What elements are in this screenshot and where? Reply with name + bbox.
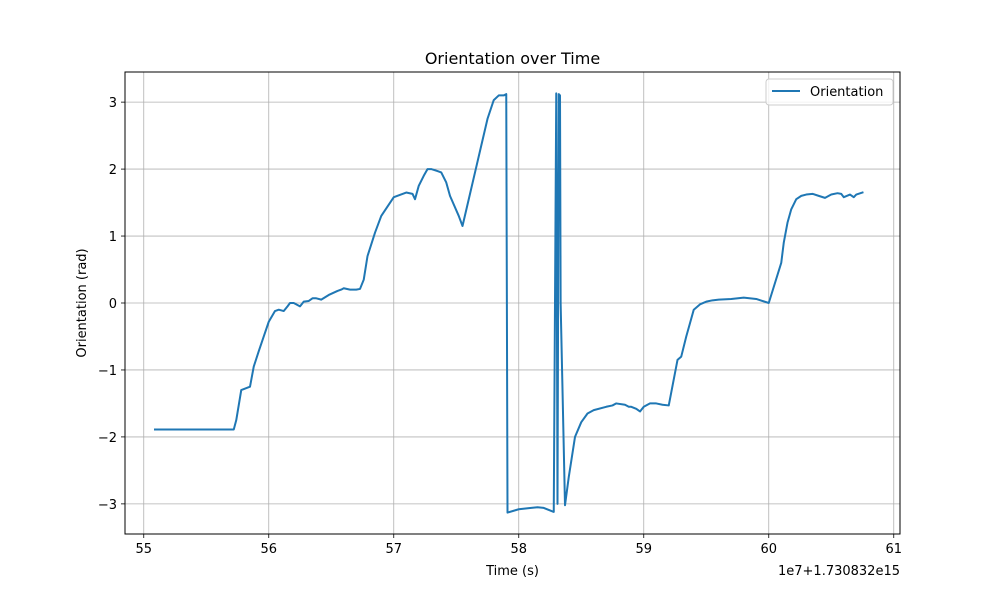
y-tick-label: −1 [98, 364, 117, 379]
x-tick-label: 55 [135, 542, 152, 557]
legend-label-orientation: Orientation [810, 85, 883, 100]
y-tick-label: −2 [98, 431, 117, 446]
legend: Orientation [765, 78, 894, 106]
y-tick-label: −3 [98, 498, 117, 513]
y-tick-label: 3 [109, 96, 117, 111]
x-tick-label: 59 [635, 542, 652, 557]
legend-box [765, 78, 894, 106]
chart-title: Orientation over Time [425, 49, 600, 68]
x-axis-label: Time (s) [485, 564, 539, 579]
x-tick-label: 61 [885, 542, 902, 557]
x-tick-label: 60 [760, 542, 777, 557]
x-tick-label: 58 [510, 542, 527, 557]
series-layer [154, 92, 864, 514]
x-offset-label: 1e7+1.730832e15 [778, 564, 900, 579]
y-tick-label: 1 [109, 230, 117, 245]
y-axis-label: Orientation (rad) [75, 248, 90, 357]
grid [125, 72, 900, 534]
series-line-orientation [154, 92, 864, 514]
x-tick-label: 57 [385, 542, 402, 557]
ticks: 55 56 57 58 59 60 61 −3 −2 −1 0 1 2 3 [98, 96, 902, 557]
y-tick-label: 0 [109, 297, 117, 312]
y-tick-label: 2 [109, 163, 117, 178]
x-tick-label: 56 [260, 542, 277, 557]
